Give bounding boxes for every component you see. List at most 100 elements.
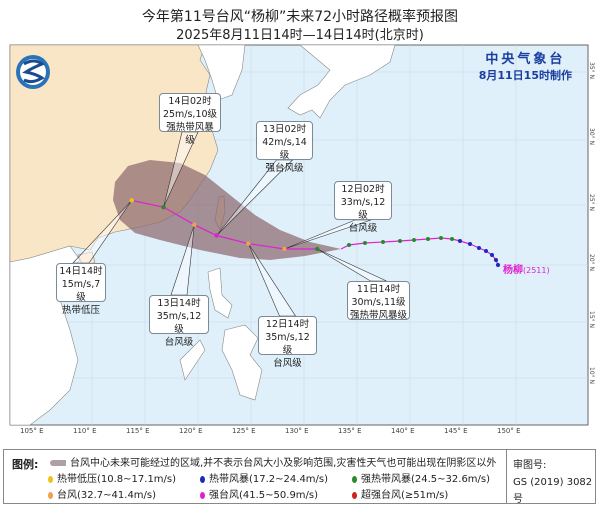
longitude-label: 130° E	[285, 427, 309, 435]
callout-wind: 30m/s,11级	[351, 297, 406, 308]
callout-time: 12日02时	[341, 184, 385, 195]
callout-wind: 35m/s,12级	[265, 332, 310, 356]
forecast-callout: 11日14时 30m/s,11级 强热带风暴级	[347, 281, 410, 321]
callout-grade: 台风级	[164, 337, 194, 348]
past-track-point	[381, 240, 385, 244]
callout-time: 14日02时	[168, 96, 212, 107]
legend: 图例: 台风中心未来可能经过的区域,并不表示台风大小及影响范围,灾害性天气也可能…	[3, 449, 596, 505]
past-track-point	[468, 242, 472, 246]
legend-dot-icon	[200, 492, 205, 499]
forecast-points	[129, 198, 320, 252]
callout-pointer	[216, 159, 294, 236]
legend-item: 强热带风暴(24.5~32.6m/s)	[352, 470, 490, 485]
legend-text: 强热带风暴(24.5~32.6m/s)	[361, 474, 491, 485]
latitude-label: 30° N	[588, 128, 595, 146]
latitude-label: 20° N	[588, 254, 595, 272]
past-track-point	[484, 249, 488, 253]
review-number: GS (2019) 3082号	[513, 477, 593, 505]
agency-block: 中央气象台 8月11日15时制作	[479, 48, 572, 83]
typhoon-label: 杨柳(2511)	[503, 261, 550, 276]
forecast-cone	[113, 160, 341, 260]
past-track-point	[439, 236, 443, 240]
forecast-callout: 12日02时 33m/s,12级 台风级	[334, 181, 392, 234]
issue-time: 8月11日15时制作	[478, 69, 572, 82]
past-track-point	[347, 243, 351, 247]
callout-time: 13日02时	[262, 124, 307, 135]
longitude-label: 120° E	[179, 427, 203, 435]
typhoon-track-map	[9, 44, 589, 426]
forecast-point	[161, 204, 166, 210]
legend-text: 热带风暴(17.2~24.4m/s)	[209, 474, 329, 485]
callout-grade: 热带低压	[61, 305, 100, 316]
legend-item: 强台风(41.5~50.9m/s)	[200, 486, 318, 501]
callout-pointer	[284, 219, 372, 250]
agency-name: 中央气象台	[485, 52, 566, 67]
legend-item: 超强台风(≥51m/s)	[352, 486, 448, 501]
legend-label: 图例:	[12, 458, 39, 471]
legend-cone: 台风中心未来可能经过的区域,并不表示台风大小及影响范围,灾害性天气也可能出现在阴…	[50, 454, 496, 469]
legend-text: 热带低压(10.8~17.1m/s)	[57, 474, 177, 485]
past-track-point	[426, 237, 430, 241]
forecast-callout: 14日14时 15m/s,7级热带低压	[56, 263, 106, 316]
forecast-point	[129, 198, 134, 203]
past-track-point	[450, 237, 454, 241]
longitude-label: 140° E	[391, 427, 415, 435]
past-track-point	[412, 238, 416, 242]
review-number-block: 审图号: GS (2019) 3082号	[506, 450, 595, 505]
past-track-point	[363, 241, 367, 245]
legend-dot-icon	[48, 476, 53, 483]
forecast-callout: 13日02时 42m/s,14级 强台风级	[256, 121, 313, 174]
legend-dot-icon	[352, 492, 357, 499]
past-track-point	[477, 246, 481, 250]
legend-dot-icon	[48, 492, 53, 499]
callout-grade: 强热带风暴级	[166, 122, 214, 146]
longitude-label: 135° E	[338, 427, 362, 435]
legend-text: 台风(32.7~41.4m/s)	[57, 490, 157, 501]
longitude-label: 105° E	[20, 427, 44, 435]
typhoon-name: 杨柳	[503, 265, 523, 276]
map-subtitle: 2025年8月11日14时—14日14时(北京时)	[176, 28, 424, 43]
longitude-label: 115° E	[126, 427, 150, 435]
past-track-point	[496, 263, 500, 267]
callout-wind: 25m/s,10级	[162, 109, 218, 120]
longitude-label: 125° E	[232, 427, 256, 435]
callout-pointer	[163, 131, 199, 208]
legend-dot-icon	[352, 476, 357, 483]
cone-swatch-icon	[50, 460, 66, 466]
legend-item: 台风(32.7~41.4m/s)	[48, 486, 156, 501]
callout-grade: 强台风级	[265, 163, 304, 174]
legend-item: 热带风暴(17.2~24.4m/s)	[200, 470, 328, 485]
land-japan	[287, 44, 396, 119]
land-indochina	[9, 245, 81, 426]
longitude-label: 150° E	[497, 427, 521, 435]
callout-time: 14日14时	[59, 266, 103, 277]
callout-pointers	[72, 131, 387, 317]
callout-grade: 强热带风暴级	[350, 310, 408, 321]
review-label: 审图号:	[513, 460, 547, 471]
longitude-label: 145° E	[444, 427, 468, 435]
callout-time: 12日14时	[265, 319, 310, 330]
cone-description: 台风中心未来可能经过的区域,并不表示台风大小及影响范围,灾害性天气也可能出现在阴…	[70, 458, 497, 469]
forecast-point	[214, 233, 219, 238]
map-title: 今年第11号台风“杨柳”未来72小时路径概率预报图	[141, 9, 459, 25]
forecast-callout: 14日02时 25m/s,10级强热带风暴级	[159, 93, 221, 146]
forecast-point	[315, 246, 320, 252]
forecast-point	[246, 241, 251, 246]
forecast-callout: 13日14时 35m/s,12级 台风级	[149, 295, 209, 348]
past-track-points	[347, 236, 500, 267]
past-track-point	[398, 239, 402, 243]
land-philippines	[179, 267, 263, 401]
callout-grade: 台风级	[273, 358, 302, 369]
latitude-label: 10° N	[588, 367, 595, 385]
callout-wind: 33m/s,12级	[340, 197, 386, 221]
callout-wind: 15m/s,7级	[61, 279, 101, 303]
latitude-label: 25° N	[588, 194, 595, 212]
latitude-label: 15° N	[588, 311, 595, 329]
forecast-callout: 12日14时 35m/s,12级台风级	[258, 316, 317, 369]
land-korea	[197, 44, 246, 101]
callout-wind: 35m/s,12级	[156, 311, 202, 335]
past-track-point	[458, 239, 462, 243]
callout-time: 11日14时	[356, 284, 401, 295]
legend-item: 热带低压(10.8~17.1m/s)	[48, 470, 176, 485]
forecast-point	[192, 222, 197, 227]
